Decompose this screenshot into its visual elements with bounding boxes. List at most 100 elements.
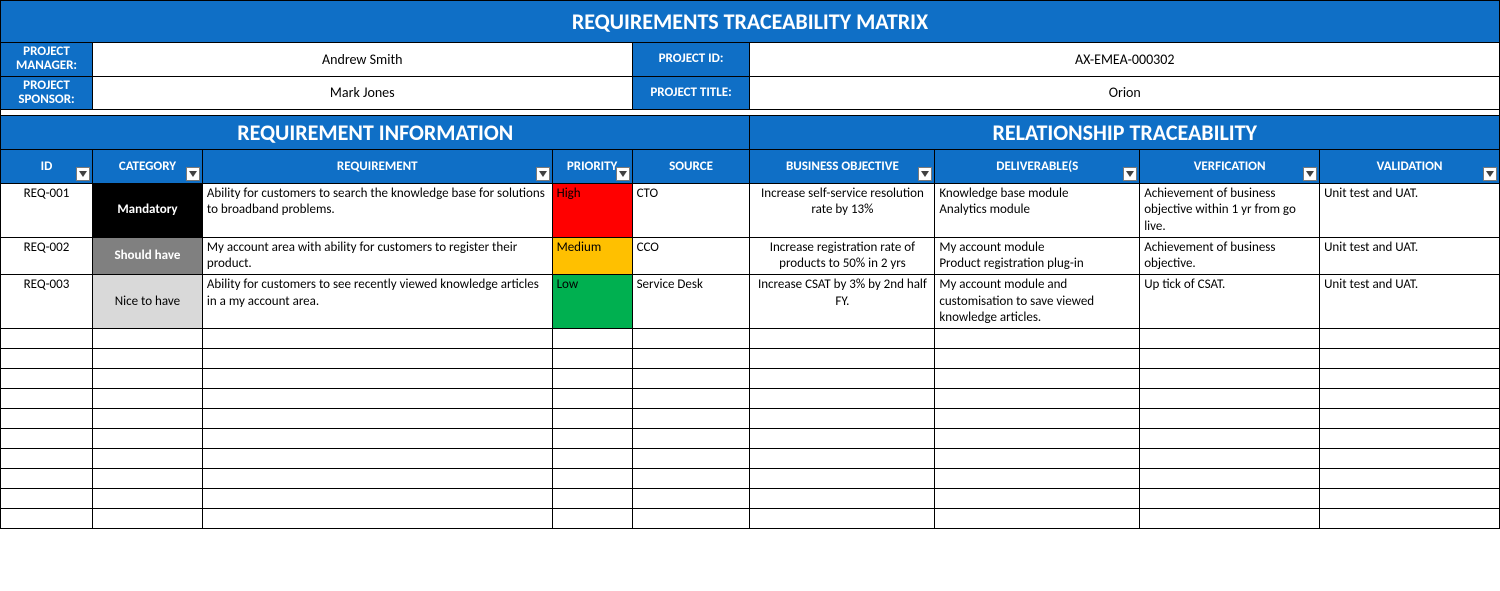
- empty-cell: [202, 329, 552, 349]
- filter-dropdown-icon[interactable]: [1303, 167, 1317, 181]
- filter-dropdown-icon[interactable]: [918, 167, 932, 181]
- empty-cell: [1320, 469, 1500, 489]
- empty-cell: [632, 349, 750, 369]
- empty-cell: [1, 449, 93, 469]
- cell-category: Should have: [92, 237, 202, 275]
- empty-cell: [92, 509, 202, 529]
- cell-category: Nice to have: [92, 275, 202, 329]
- table-row-empty: [1, 389, 1500, 409]
- project-id-value: AX-EMEA-000302: [750, 43, 1500, 77]
- filter-dropdown-icon[interactable]: [616, 167, 630, 181]
- project-title-value: Orion: [750, 76, 1500, 110]
- empty-cell: [552, 469, 632, 489]
- empty-cell: [552, 489, 632, 509]
- traceability-matrix: REQUIREMENTS TRACEABILITY MATRIX PROJECT…: [0, 0, 1500, 529]
- cell-priority: High: [552, 184, 632, 238]
- empty-cell: [632, 429, 750, 449]
- column-header-objective: BUSINESS OBJECTIVE: [750, 150, 935, 184]
- table-row-empty: [1, 369, 1500, 389]
- cell-requirement: Ability for customers to see recently vi…: [202, 275, 552, 329]
- empty-cell: [935, 449, 1140, 469]
- filter-dropdown-icon[interactable]: [76, 167, 90, 181]
- column-header-category: CATEGORY: [92, 150, 202, 184]
- cell-objective: Increase registration rate of products t…: [750, 237, 935, 275]
- empty-cell: [1140, 329, 1320, 349]
- cell-source: Service Desk: [632, 275, 750, 329]
- empty-cell: [202, 449, 552, 469]
- section-relationship-traceability: RELATIONSHIP TRACEABILITY: [750, 116, 1500, 150]
- empty-cell: [92, 389, 202, 409]
- column-header-validation: VALIDATION: [1320, 150, 1500, 184]
- empty-cell: [1, 369, 93, 389]
- empty-cell: [202, 389, 552, 409]
- empty-cell: [1, 349, 93, 369]
- empty-cell: [1320, 409, 1500, 429]
- cell-verification: Up tick of CSAT.: [1140, 275, 1320, 329]
- cell-requirement: My account area with ability for custome…: [202, 237, 552, 275]
- cell-verification: Achievement of business objective.: [1140, 237, 1320, 275]
- column-header-label: DELIVERABLE(S: [996, 159, 1078, 174]
- empty-cell: [1140, 349, 1320, 369]
- column-header-verification: VERFICATION: [1140, 150, 1320, 184]
- empty-cell: [552, 369, 632, 389]
- empty-cell: [632, 409, 750, 429]
- empty-cell: [1, 429, 93, 449]
- column-header-requirement: REQUIREMENT: [202, 150, 552, 184]
- empty-cell: [750, 349, 935, 369]
- empty-cell: [935, 349, 1140, 369]
- empty-cell: [202, 489, 552, 509]
- table-row: REQ-001MandatoryAbility for customers to…: [1, 184, 1500, 238]
- empty-cell: [935, 409, 1140, 429]
- empty-cell: [632, 449, 750, 469]
- page-title: REQUIREMENTS TRACEABILITY MATRIX: [1, 1, 1500, 43]
- table-row-empty: [1, 409, 1500, 429]
- empty-cell: [552, 409, 632, 429]
- empty-cell: [1140, 429, 1320, 449]
- empty-cell: [935, 389, 1140, 409]
- cell-deliverable: Knowledge base moduleAnalytics module: [935, 184, 1140, 238]
- project-manager-value: Andrew Smith: [92, 43, 632, 77]
- empty-cell: [202, 409, 552, 429]
- empty-cell: [1, 489, 93, 509]
- empty-cell: [750, 369, 935, 389]
- empty-cell: [750, 489, 935, 509]
- cell-source: CCO: [632, 237, 750, 275]
- column-header-label: BUSINESS OBJECTIVE: [786, 159, 899, 174]
- project-sponsor-label: PROJECT SPONSOR:: [1, 76, 93, 110]
- empty-cell: [750, 409, 935, 429]
- empty-cell: [92, 489, 202, 509]
- empty-cell: [632, 329, 750, 349]
- filter-dropdown-icon[interactable]: [186, 167, 200, 181]
- column-header-priority: PRIORITY: [552, 150, 632, 184]
- empty-cell: [1320, 429, 1500, 449]
- table-row-empty: [1, 469, 1500, 489]
- filter-dropdown-icon[interactable]: [536, 167, 550, 181]
- empty-cell: [935, 329, 1140, 349]
- empty-cell: [935, 369, 1140, 389]
- empty-cell: [935, 429, 1140, 449]
- filter-dropdown-icon[interactable]: [1123, 167, 1137, 181]
- project-id-label: PROJECT ID:: [632, 43, 750, 77]
- filter-dropdown-icon[interactable]: [1483, 167, 1497, 181]
- empty-cell: [92, 369, 202, 389]
- table-row-empty: [1, 449, 1500, 469]
- cell-validation: Unit test and UAT.: [1320, 184, 1500, 238]
- empty-cell: [202, 509, 552, 529]
- empty-cell: [935, 489, 1140, 509]
- project-sponsor-value: Mark Jones: [92, 76, 632, 110]
- column-header-label: PRIORITY: [567, 159, 617, 174]
- empty-cell: [202, 349, 552, 369]
- empty-cell: [632, 369, 750, 389]
- empty-cell: [1320, 369, 1500, 389]
- table-row-empty: [1, 429, 1500, 449]
- column-header-label: CATEGORY: [119, 159, 176, 174]
- table-row-empty: [1, 489, 1500, 509]
- cell-category: Mandatory: [92, 184, 202, 238]
- empty-cell: [1, 409, 93, 429]
- cell-deliverable: My account moduleProduct registration pl…: [935, 237, 1140, 275]
- empty-cell: [632, 509, 750, 529]
- empty-cell: [92, 449, 202, 469]
- section-requirement-information: REQUIREMENT INFORMATION: [1, 116, 750, 150]
- column-header-label: REQUIREMENT: [337, 159, 418, 174]
- empty-cell: [552, 509, 632, 529]
